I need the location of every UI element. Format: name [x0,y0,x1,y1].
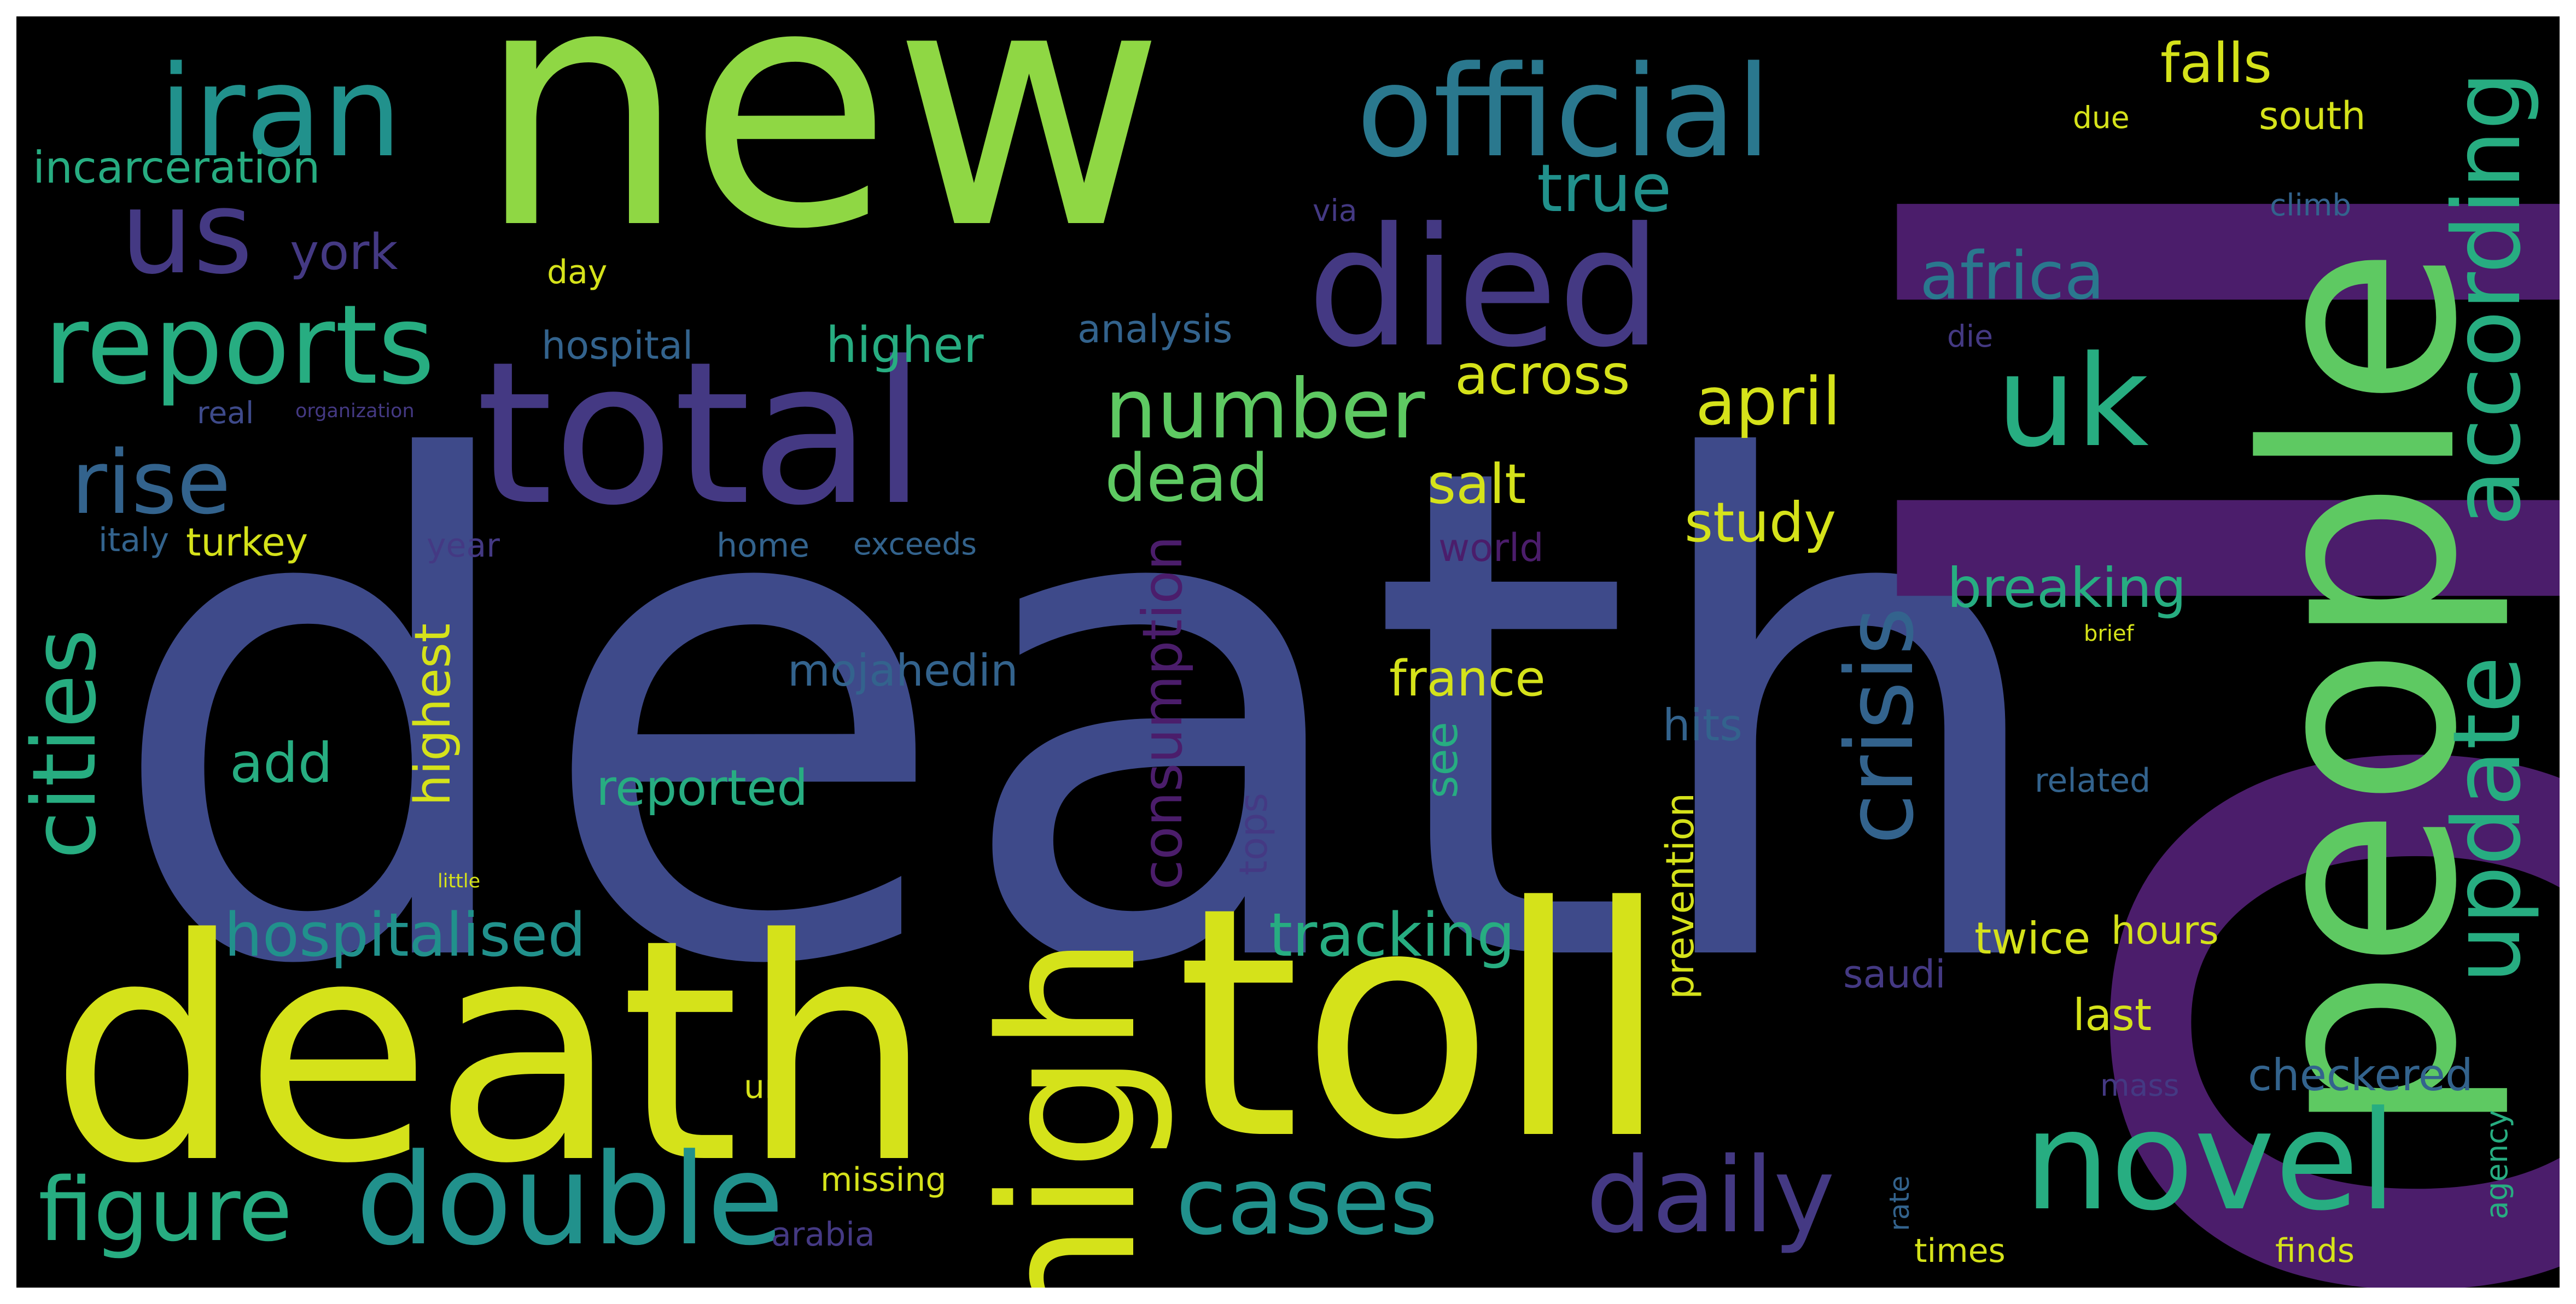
word-cloud-canvas: deathtollnewdeathtolltotalpeoplediedoffi… [16,16,2560,1288]
word-little: little [438,870,480,892]
word-daily: daily [1586,1135,1835,1256]
word-turkey: turkey [186,520,308,565]
word-brief: brief [2084,621,2135,646]
word-mojahedin: mojahedin [788,645,1018,696]
word-africa: africa [1920,238,2105,314]
word-people: people [2209,246,2515,1136]
word-related: related [2035,762,2150,800]
word-hospital: hospital [541,323,693,368]
word-figure: figure [38,1159,292,1261]
word-novel: novel [2024,1081,2397,1241]
word-consumption: consumption [1130,536,1194,890]
word-crisis: crisis [1826,607,1934,845]
word-france: france [1389,650,1546,707]
word-rate: rate [1884,1176,1915,1231]
word-prevention: prevention [1658,793,1703,999]
word-checkered: checkered [2248,1050,2473,1101]
word-highest: highest [404,623,462,806]
word-salt: salt [1427,452,1526,516]
word-day: day [547,253,607,291]
word-cases: cases [1176,1148,1438,1256]
word-due: due [2073,100,2130,135]
word-reports: reports [44,282,435,409]
word-mass: mass [2100,1068,2179,1103]
word-uk: uk [1996,329,2149,475]
word-finds: finds [2275,1232,2354,1270]
word-rise: rise [71,431,231,534]
word-twice: twice [1974,913,2090,964]
word-dead: dead [1105,441,1269,517]
word-arabia: arabia [771,1215,875,1254]
word-true: true [1537,151,1671,227]
word-see: see [1417,722,1467,798]
word-analysis: analysis [1077,307,1232,352]
word-total: total [476,319,926,548]
word-south: south [2259,93,2365,138]
word-times: times [1914,1232,2006,1270]
word-iran: iran [159,39,402,185]
word-reported: reported [596,759,808,817]
word-across: across [1455,343,1630,407]
word-un: un [744,1068,785,1106]
word-number: number [1105,362,1425,457]
word-hospitalised: hospitalised [224,900,586,970]
word-york: york [290,224,398,281]
word-missing: missing [820,1161,946,1199]
word-update: update [2433,656,2542,984]
word-saudi: saudi [1843,952,1946,997]
word-cities: cities [16,629,115,859]
word-breaking: breaking [1947,556,2187,620]
word-new: new [476,16,1165,302]
word-organization: organization [295,400,415,422]
word-real: real [197,395,254,430]
word-climb: climb [2270,188,2351,223]
word-world: world [1438,525,1544,570]
word-died: died [1307,192,1662,383]
word-double: double [355,1127,784,1273]
word-incarceration: incarceration [33,142,320,193]
word-die: die [1947,319,1993,354]
word-april: april [1695,364,1841,440]
word-hours: hours [2111,908,2219,953]
word-add: add [230,731,333,795]
word-via: via [1313,193,1357,228]
word-tracking: tracking [1269,900,1515,970]
word-tops: tops [1231,793,1276,875]
word-higher: higher [826,317,984,374]
word-exceeds: exceeds [853,527,977,562]
word-cloud: deathtollnewdeathtolltotalpeoplediedoffi… [16,16,2560,1288]
word-home: home [716,527,809,565]
word-death: death [49,874,934,1231]
word-according: according [2433,71,2542,527]
word-toll: toll [1717,104,2560,1288]
word-falls: falls [2160,31,2272,95]
word-death: death [104,324,2063,1113]
word-us: us [120,166,253,300]
word-hits: hits [1663,700,1742,751]
word-high: high [961,935,1178,1288]
word-study: study [1685,490,1836,554]
word-year: year [427,527,500,565]
word-italy: italy [98,521,169,559]
word-toll: toll [1176,840,1671,1209]
word-agency: agency [2479,1110,2514,1219]
word-last: last [2073,990,2152,1040]
word-official: official [1356,39,1771,185]
